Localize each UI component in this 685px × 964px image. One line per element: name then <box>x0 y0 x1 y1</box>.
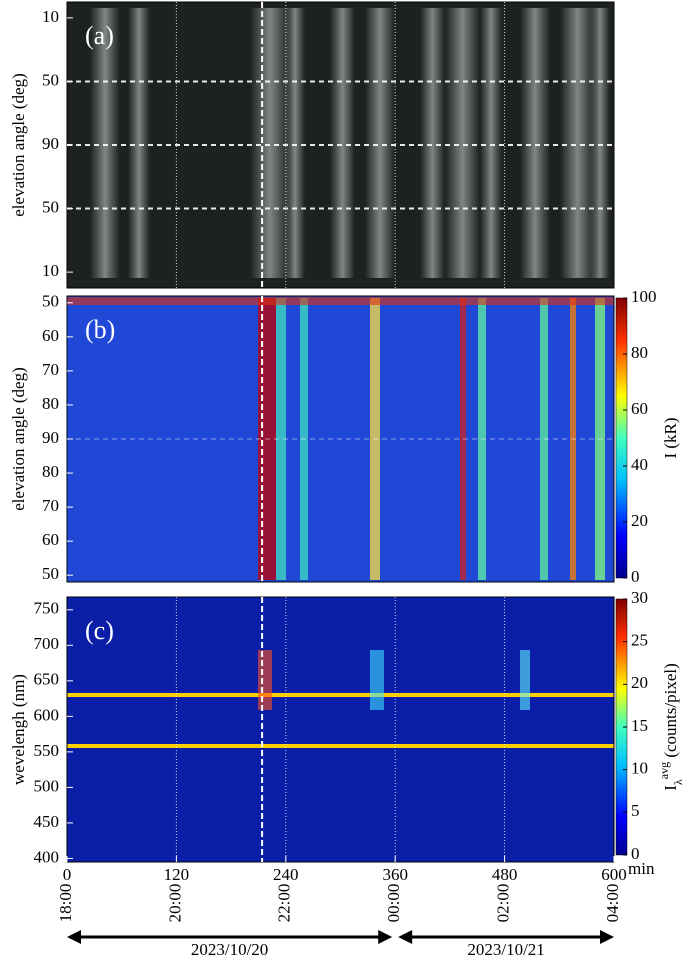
colorbar-tick-label: 10 <box>631 759 648 778</box>
y-tick-label: 10 <box>42 7 59 26</box>
spectral-band <box>258 650 272 710</box>
y-tick-label: 90 <box>42 134 59 153</box>
y-tick-label: 60 <box>42 530 59 549</box>
y-tick-label: 50 <box>42 292 59 311</box>
colorbar-tick-label: 20 <box>631 673 648 692</box>
time-label: 04:00 <box>603 884 622 923</box>
colorbar-tick-label: 15 <box>631 716 648 735</box>
x-tick-label: 240 <box>273 865 299 884</box>
y-axis-label: elevation angle (deg) <box>9 73 28 217</box>
colorbar-label: I (kR) <box>661 417 680 458</box>
aurora-streak <box>285 8 305 278</box>
aurora-streak <box>330 8 355 278</box>
colorbar-tick-label: 80 <box>631 343 648 362</box>
colorbar-label-part: I <box>661 785 680 791</box>
colorbar-tick-label: 0 <box>631 844 640 863</box>
spectrogram-image <box>67 597 614 862</box>
y-axis-label: elevation angle (deg) <box>9 367 28 511</box>
x-tick-label: 120 <box>164 865 190 884</box>
aurora-streak <box>480 8 502 278</box>
time-label: 00:00 <box>384 884 403 923</box>
arrow-head <box>398 930 413 944</box>
y-tick-label: 60 <box>42 326 59 345</box>
aurora-streak <box>90 8 120 278</box>
date-label: 2023/10/21 <box>467 940 544 959</box>
aurora-streak <box>420 8 445 278</box>
x-tick-label: 600 <box>601 865 627 884</box>
aurora-streak <box>520 8 550 278</box>
aurora-streak <box>590 8 610 278</box>
y-tick-label: 10 <box>42 261 59 280</box>
colorbar-tick-label: 60 <box>631 399 648 418</box>
y-tick-label: 90 <box>42 428 59 447</box>
arrow-head <box>378 930 393 944</box>
time-label: 02:00 <box>494 884 513 923</box>
aurora-streak <box>560 8 595 278</box>
y-tick-label: 80 <box>42 394 59 413</box>
panel-label: (c) <box>85 616 114 645</box>
y-tick-label: 50 <box>42 197 59 216</box>
y-tick-label: 70 <box>42 496 59 515</box>
y-tick-label: 600 <box>34 705 60 724</box>
emission-line <box>67 693 614 697</box>
colorbar <box>615 297 628 579</box>
arrow-head <box>67 930 81 944</box>
colorbar-label-part: (counts/pixel) <box>661 663 680 762</box>
aurora-streak <box>365 8 395 278</box>
colorbar-label-part: I (kR) <box>661 417 680 458</box>
aurora-streak <box>250 8 290 278</box>
panel-label: (a) <box>85 21 114 50</box>
x-axis-label: min <box>628 859 655 878</box>
spectral-band <box>370 650 384 710</box>
spectral-band <box>520 650 530 710</box>
colorbar-tick-label: 25 <box>631 631 648 650</box>
y-tick-label: 650 <box>34 670 60 689</box>
time-label: 22:00 <box>275 884 294 923</box>
time-label: 18:00 <box>56 884 75 923</box>
time-label: 20:00 <box>165 884 184 923</box>
colorbar-label-part: avg <box>657 762 671 779</box>
aurora-streak <box>445 8 480 278</box>
x-tick-label: 480 <box>492 865 518 884</box>
y-tick-label: 70 <box>42 360 59 379</box>
y-tick-label: 500 <box>34 776 60 795</box>
colorbar-tick-label: 0 <box>631 567 640 586</box>
y-tick-label: 400 <box>34 847 60 866</box>
colorbar-tick-label: 100 <box>631 287 657 306</box>
colorbar-tick-label: 40 <box>631 455 648 474</box>
colorbar-tick-label: 5 <box>631 801 640 820</box>
date-label: 2023/10/20 <box>191 940 268 959</box>
x-tick-label: 0 <box>63 865 72 884</box>
panel-label: (b) <box>85 315 115 344</box>
intensity-band <box>276 298 286 580</box>
y-tick-label: 80 <box>42 462 59 481</box>
colorbar-tick-label: 20 <box>631 511 648 530</box>
y-axis-label: wevelengh (nm) <box>9 674 28 785</box>
colorbar-label-part: λ <box>671 779 685 785</box>
plot-frame <box>66 596 615 863</box>
y-tick-label: 50 <box>42 70 59 89</box>
y-tick-label: 550 <box>34 741 60 760</box>
x-tick-label: 360 <box>382 865 408 884</box>
y-tick-label: 750 <box>34 599 60 618</box>
y-tick-label: 50 <box>42 564 59 583</box>
saturated-top <box>67 297 614 305</box>
emission-line <box>67 744 614 748</box>
arrow-head <box>600 930 614 944</box>
colorbar-tick-label: 30 <box>631 588 648 607</box>
y-tick-label: 450 <box>34 812 60 831</box>
aurora-streak <box>128 8 150 278</box>
y-tick-label: 700 <box>34 634 60 653</box>
colorbar-label: Iλavg (counts/pixel) <box>657 663 685 791</box>
